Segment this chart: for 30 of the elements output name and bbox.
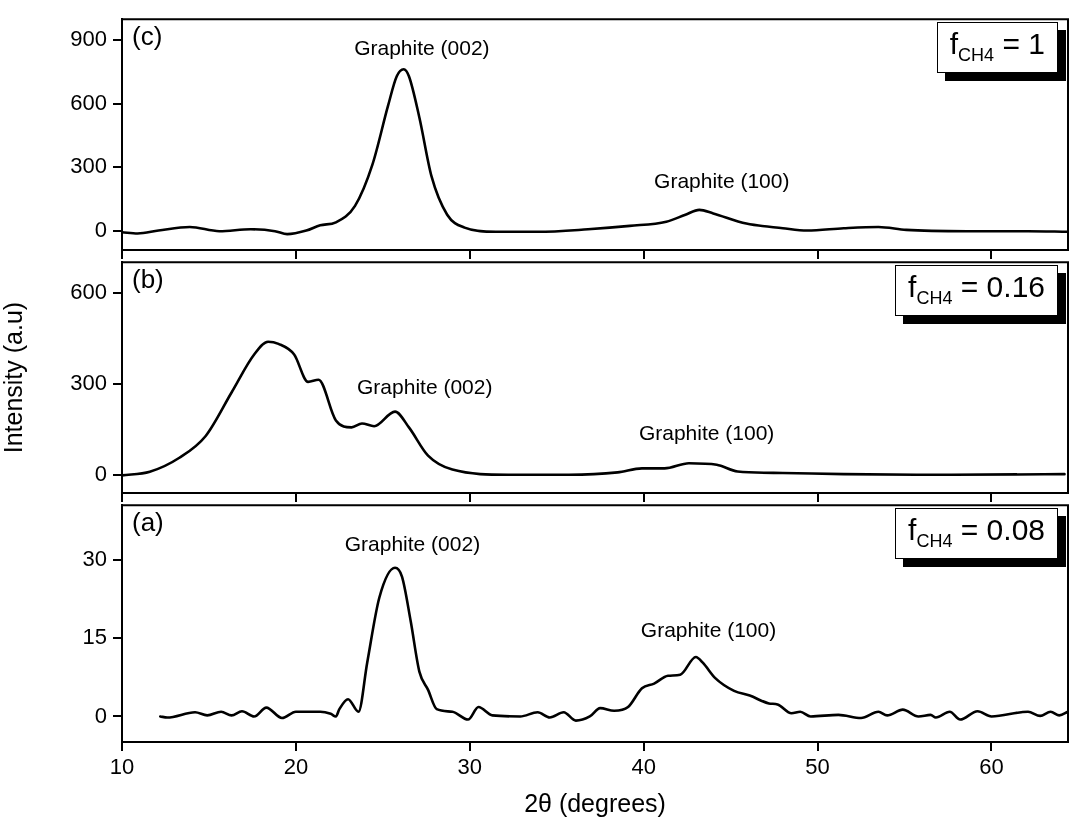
annotation: Graphite (100)	[638, 420, 775, 444]
y-axis-title: Intensity (a.u)	[0, 301, 27, 454]
annotation: Graphite (002)	[344, 531, 481, 555]
x-tick-label: 20	[283, 754, 309, 780]
x-axis-title: 2θ (degrees)	[524, 788, 666, 817]
annotation: (a)	[132, 507, 164, 538]
annotation: f$_{CH4}$ = 1	[936, 22, 1058, 73]
annotation: Graphite (002)	[357, 375, 493, 399]
annotation: f$_{CH4}$ = 0.08	[895, 508, 1058, 559]
x-tick-label: 50	[805, 754, 830, 780]
y-tick-label: 0	[94, 461, 107, 487]
x-tick-label: 30	[457, 754, 483, 780]
y-tick-label: 15	[82, 624, 107, 650]
y-tick-label: 0	[94, 216, 107, 242]
annotation: Graphite (100)	[640, 618, 777, 642]
y-tick-label: 600	[70, 89, 107, 115]
annotation: Graphite (002)	[354, 36, 490, 59]
annotation: Graphite (100)	[654, 169, 790, 193]
y-tick-label: 900	[70, 26, 107, 52]
x-tick-label: 40	[631, 754, 656, 780]
annotation: (b)	[132, 264, 164, 295]
x-tick-label: 60	[979, 754, 1004, 780]
y-tick-label: 300	[70, 370, 107, 396]
annotation: (c)	[132, 21, 163, 52]
annotation: f$_{CH4}$ = 0.16	[895, 265, 1058, 316]
y-tick-label: 30	[82, 546, 107, 572]
y-tick-label: 600	[70, 279, 107, 305]
y-tick-label: 300	[70, 153, 107, 179]
x-tick-label: 10	[109, 754, 135, 780]
y-tick-label: 0	[94, 702, 107, 728]
